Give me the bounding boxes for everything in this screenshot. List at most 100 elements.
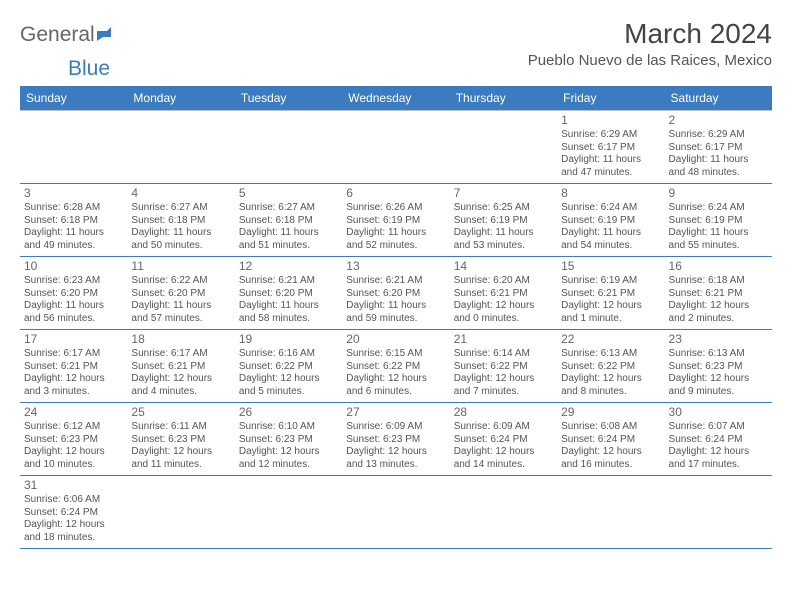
sunrise-text: Sunrise: 6:13 AM bbox=[561, 348, 660, 361]
day-number: 9 bbox=[669, 186, 768, 201]
sunset-text: Sunset: 6:22 PM bbox=[239, 361, 338, 374]
calendar-cell: 31Sunrise: 6:06 AMSunset: 6:24 PMDayligh… bbox=[20, 476, 127, 549]
sunrise-text: Sunrise: 6:19 AM bbox=[561, 275, 660, 288]
calendar-cell bbox=[235, 111, 342, 184]
day-number: 20 bbox=[346, 332, 445, 347]
sunrise-text: Sunrise: 6:23 AM bbox=[24, 275, 123, 288]
sunset-text: Sunset: 6:22 PM bbox=[346, 361, 445, 374]
calendar-cell: 23Sunrise: 6:13 AMSunset: 6:23 PMDayligh… bbox=[665, 330, 772, 403]
daylight-text-2: and 6 minutes. bbox=[346, 386, 445, 399]
sunrise-text: Sunrise: 6:11 AM bbox=[131, 421, 230, 434]
daylight-text-1: Daylight: 11 hours bbox=[669, 154, 768, 167]
sunrise-text: Sunrise: 6:17 AM bbox=[131, 348, 230, 361]
weekday-header: Thursday bbox=[450, 86, 557, 111]
sunrise-text: Sunrise: 6:06 AM bbox=[24, 494, 123, 507]
sunrise-text: Sunrise: 6:20 AM bbox=[454, 275, 553, 288]
sunrise-text: Sunrise: 6:24 AM bbox=[561, 202, 660, 215]
logo-general: General bbox=[20, 23, 95, 46]
day-number: 30 bbox=[669, 405, 768, 420]
daylight-text-1: Daylight: 12 hours bbox=[24, 519, 123, 532]
weekday-header: Wednesday bbox=[342, 86, 449, 111]
day-number: 16 bbox=[669, 259, 768, 274]
calendar-cell bbox=[127, 111, 234, 184]
sunset-text: Sunset: 6:21 PM bbox=[24, 361, 123, 374]
daylight-text-2: and 54 minutes. bbox=[561, 240, 660, 253]
weekday-header: Tuesday bbox=[235, 86, 342, 111]
logo-flag-icon bbox=[97, 27, 119, 46]
calendar-cell: 5Sunrise: 6:27 AMSunset: 6:18 PMDaylight… bbox=[235, 184, 342, 257]
daylight-text-1: Daylight: 12 hours bbox=[131, 373, 230, 386]
sunrise-text: Sunrise: 6:29 AM bbox=[561, 129, 660, 142]
daylight-text-2: and 12 minutes. bbox=[239, 459, 338, 472]
sunrise-text: Sunrise: 6:17 AM bbox=[24, 348, 123, 361]
sunset-text: Sunset: 6:23 PM bbox=[131, 434, 230, 447]
day-number: 19 bbox=[239, 332, 338, 347]
day-number: 26 bbox=[239, 405, 338, 420]
sunset-text: Sunset: 6:19 PM bbox=[669, 215, 768, 228]
sunrise-text: Sunrise: 6:21 AM bbox=[239, 275, 338, 288]
sunset-text: Sunset: 6:24 PM bbox=[561, 434, 660, 447]
day-number: 21 bbox=[454, 332, 553, 347]
daylight-text-2: and 7 minutes. bbox=[454, 386, 553, 399]
sunrise-text: Sunrise: 6:27 AM bbox=[131, 202, 230, 215]
day-number: 24 bbox=[24, 405, 123, 420]
day-number: 5 bbox=[239, 186, 338, 201]
daylight-text-1: Daylight: 12 hours bbox=[669, 373, 768, 386]
calendar-cell: 2Sunrise: 6:29 AMSunset: 6:17 PMDaylight… bbox=[665, 111, 772, 184]
logo-blue: Blue bbox=[68, 57, 110, 80]
day-number: 1 bbox=[561, 113, 660, 128]
daylight-text-1: Daylight: 11 hours bbox=[131, 300, 230, 313]
daylight-text-2: and 14 minutes. bbox=[454, 459, 553, 472]
calendar-cell: 18Sunrise: 6:17 AMSunset: 6:21 PMDayligh… bbox=[127, 330, 234, 403]
daylight-text-2: and 48 minutes. bbox=[669, 167, 768, 180]
daylight-text-2: and 5 minutes. bbox=[239, 386, 338, 399]
daylight-text-1: Daylight: 12 hours bbox=[669, 446, 768, 459]
calendar-cell: 27Sunrise: 6:09 AMSunset: 6:23 PMDayligh… bbox=[342, 403, 449, 476]
day-number: 29 bbox=[561, 405, 660, 420]
daylight-text-1: Daylight: 11 hours bbox=[561, 227, 660, 240]
calendar-cell: 1Sunrise: 6:29 AMSunset: 6:17 PMDaylight… bbox=[557, 111, 664, 184]
daylight-text-2: and 49 minutes. bbox=[24, 240, 123, 253]
sunset-text: Sunset: 6:19 PM bbox=[454, 215, 553, 228]
sunset-text: Sunset: 6:21 PM bbox=[454, 288, 553, 301]
sunrise-text: Sunrise: 6:08 AM bbox=[561, 421, 660, 434]
calendar-cell: 15Sunrise: 6:19 AMSunset: 6:21 PMDayligh… bbox=[557, 257, 664, 330]
daylight-text-1: Daylight: 11 hours bbox=[561, 154, 660, 167]
daylight-text-1: Daylight: 11 hours bbox=[131, 227, 230, 240]
sunrise-text: Sunrise: 6:07 AM bbox=[669, 421, 768, 434]
sunset-text: Sunset: 6:21 PM bbox=[669, 288, 768, 301]
calendar-cell: 16Sunrise: 6:18 AMSunset: 6:21 PMDayligh… bbox=[665, 257, 772, 330]
day-number: 18 bbox=[131, 332, 230, 347]
sunrise-text: Sunrise: 6:29 AM bbox=[669, 129, 768, 142]
daylight-text-1: Daylight: 12 hours bbox=[131, 446, 230, 459]
daylight-text-2: and 0 minutes. bbox=[454, 313, 553, 326]
sunset-text: Sunset: 6:18 PM bbox=[131, 215, 230, 228]
day-number: 31 bbox=[24, 478, 123, 493]
sunset-text: Sunset: 6:22 PM bbox=[561, 361, 660, 374]
calendar-cell: 21Sunrise: 6:14 AMSunset: 6:22 PMDayligh… bbox=[450, 330, 557, 403]
daylight-text-2: and 51 minutes. bbox=[239, 240, 338, 253]
daylight-text-1: Daylight: 12 hours bbox=[561, 446, 660, 459]
sunset-text: Sunset: 6:24 PM bbox=[24, 507, 123, 520]
day-number: 12 bbox=[239, 259, 338, 274]
sunrise-text: Sunrise: 6:28 AM bbox=[24, 202, 123, 215]
calendar-cell: 26Sunrise: 6:10 AMSunset: 6:23 PMDayligh… bbox=[235, 403, 342, 476]
daylight-text-1: Daylight: 12 hours bbox=[346, 373, 445, 386]
calendar-row: 3Sunrise: 6:28 AMSunset: 6:18 PMDaylight… bbox=[20, 184, 772, 257]
calendar-cell: 4Sunrise: 6:27 AMSunset: 6:18 PMDaylight… bbox=[127, 184, 234, 257]
calendar-cell: 24Sunrise: 6:12 AMSunset: 6:23 PMDayligh… bbox=[20, 403, 127, 476]
sunset-text: Sunset: 6:18 PM bbox=[24, 215, 123, 228]
month-title: March 2024 bbox=[528, 18, 772, 50]
sunrise-text: Sunrise: 6:09 AM bbox=[346, 421, 445, 434]
daylight-text-2: and 57 minutes. bbox=[131, 313, 230, 326]
daylight-text-1: Daylight: 12 hours bbox=[24, 446, 123, 459]
day-number: 14 bbox=[454, 259, 553, 274]
daylight-text-1: Daylight: 12 hours bbox=[561, 300, 660, 313]
calendar-cell: 28Sunrise: 6:09 AMSunset: 6:24 PMDayligh… bbox=[450, 403, 557, 476]
logo-text: General Blue bbox=[20, 24, 119, 80]
sunset-text: Sunset: 6:19 PM bbox=[561, 215, 660, 228]
sunrise-text: Sunrise: 6:12 AM bbox=[24, 421, 123, 434]
calendar-cell bbox=[450, 111, 557, 184]
daylight-text-2: and 10 minutes. bbox=[24, 459, 123, 472]
sunset-text: Sunset: 6:21 PM bbox=[131, 361, 230, 374]
